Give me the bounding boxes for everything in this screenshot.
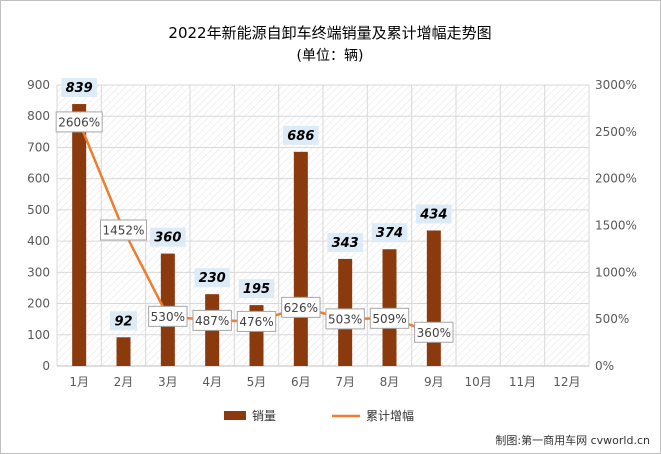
x-tick-label: 8月 bbox=[380, 375, 400, 389]
bar-data-label: 360 bbox=[154, 231, 181, 246]
line-data-label-box bbox=[148, 305, 188, 327]
y-left-tick-label: 700 bbox=[27, 140, 50, 154]
x-tick-label: 1月 bbox=[69, 375, 89, 389]
chart-title: 2022年新能源自卸车终端销量及累计增幅走势图 bbox=[168, 24, 491, 42]
line-data-label-box bbox=[236, 310, 277, 332]
y-left-tick-label: 0 bbox=[42, 359, 50, 373]
line-data-label-box bbox=[325, 308, 365, 330]
y-left-tick-label: 300 bbox=[27, 265, 50, 279]
source-credit: 制图:第一商用车网 cvworld.cn bbox=[495, 433, 650, 447]
bar-data-label-bg bbox=[61, 78, 97, 98]
line-data-label: 503% bbox=[328, 312, 362, 326]
bar-data-label-bg bbox=[283, 125, 319, 145]
y-left-tick-label: 900 bbox=[27, 78, 50, 92]
bar-data-label-bg bbox=[150, 227, 186, 247]
bar-data-label: 434 bbox=[419, 207, 447, 222]
line-data-label: 487% bbox=[195, 314, 229, 328]
y-left-tick-label: 500 bbox=[27, 203, 50, 217]
chart-subtitle: (单位：辆) bbox=[297, 48, 364, 64]
plot-layer: 0 100 200 300 400 500 600 700 800 900 0% 500% 1000% 1… bbox=[27, 78, 637, 389]
bar-data-label-bg bbox=[238, 279, 275, 299]
bar-data-label: 230 bbox=[199, 271, 226, 286]
x-tick-label: 7月 bbox=[335, 375, 355, 389]
bar-data-label-bg bbox=[194, 268, 230, 288]
y-right-tick-label: 0% bbox=[595, 359, 614, 373]
y-right-tick-label: 3000% bbox=[595, 78, 637, 92]
bar bbox=[116, 337, 131, 366]
bar-data-label: 343 bbox=[332, 236, 359, 251]
y-left-tick-label: 800 bbox=[27, 109, 50, 123]
line-data-label: 626% bbox=[284, 301, 318, 315]
legend-bar-swatch bbox=[224, 411, 246, 420]
bar bbox=[72, 104, 87, 366]
line-data-label: 530% bbox=[151, 310, 185, 324]
y-right-tick-label: 1500% bbox=[595, 219, 637, 233]
y-right-tick-label: 1000% bbox=[595, 265, 637, 279]
line-data-label: 476% bbox=[239, 315, 273, 329]
legend: 销量 累计增幅 bbox=[224, 408, 414, 423]
line-data-label-box bbox=[281, 296, 321, 318]
x-tick-label: 12月 bbox=[553, 375, 580, 389]
line-data-label-box bbox=[414, 321, 454, 343]
x-tick-label: 11月 bbox=[509, 375, 536, 389]
y-right-tick-label: 500% bbox=[595, 312, 629, 326]
legend-bar-label: 销量 bbox=[252, 409, 276, 423]
bar-data-label: 195 bbox=[243, 282, 270, 297]
y-left-tick-label: 400 bbox=[27, 234, 50, 248]
bar-data-label-bg bbox=[110, 311, 137, 331]
bar-data-label: 374 bbox=[376, 226, 403, 241]
y-left-tick-label: 100 bbox=[27, 328, 50, 342]
bar bbox=[293, 151, 308, 366]
line-data-label-box bbox=[369, 307, 410, 329]
y-left-tick-label: 600 bbox=[27, 172, 50, 186]
bar-data-label: 686 bbox=[287, 129, 314, 144]
y-right-tick-label: 2000% bbox=[595, 172, 637, 186]
y-left-tick-label: 200 bbox=[27, 297, 50, 311]
bar-data-label: 92 bbox=[114, 314, 132, 329]
line-data-label: 1452% bbox=[103, 223, 145, 237]
line-data-label-box bbox=[55, 111, 103, 133]
bar bbox=[426, 230, 441, 366]
bar bbox=[382, 249, 397, 366]
x-tick-label: 5月 bbox=[247, 375, 267, 389]
bar-data-label: 839 bbox=[66, 81, 93, 96]
x-tick-label: 3月 bbox=[158, 375, 178, 389]
x-tick-label: 6月 bbox=[291, 375, 311, 389]
x-tick-label: 4月 bbox=[202, 375, 222, 389]
bar-data-label-bg bbox=[416, 204, 452, 224]
line-data-label-box bbox=[100, 219, 147, 241]
line-data-label: 509% bbox=[372, 312, 406, 326]
bar-data-label-bg bbox=[327, 232, 363, 252]
x-tick-label: 9月 bbox=[424, 375, 444, 389]
line-data-label-box bbox=[192, 309, 232, 331]
x-tick-label: 2月 bbox=[114, 375, 134, 389]
bar-data-label-bg bbox=[371, 223, 408, 243]
line-data-label: 360% bbox=[417, 326, 451, 340]
legend-line-label: 累计增幅 bbox=[366, 408, 414, 423]
x-tick-label: 10月 bbox=[465, 375, 492, 389]
y-right-tick-label: 2500% bbox=[595, 125, 637, 139]
line-data-label: 2606% bbox=[58, 115, 100, 129]
